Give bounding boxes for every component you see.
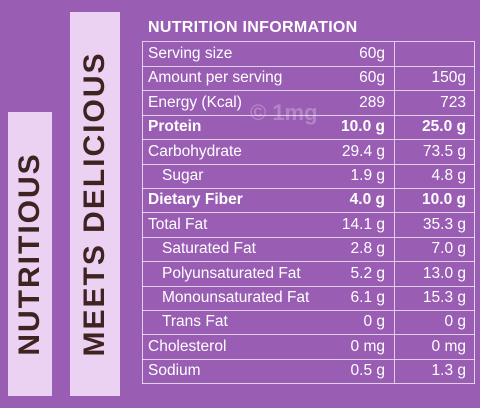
row-value: 13.0 g	[422, 264, 466, 282]
row-label: Protein	[148, 118, 202, 136]
side-band: NUTRITIOUS	[8, 112, 52, 396]
row-value: 5.2 g	[350, 264, 385, 282]
table-row: Total Fat 14.1 g 35.3 g	[142, 213, 475, 238]
table-row: Saturated Fat 2.8 g 7.0 g	[142, 237, 475, 263]
table-row: Energy (Kcal) 289 723	[142, 91, 475, 116]
side-text: NUTRITIOUS	[13, 152, 46, 356]
row-value: 25.0 g	[422, 118, 466, 136]
row-label: Energy (Kcal)	[148, 93, 242, 111]
row-value: 0 g	[363, 313, 385, 331]
table-row: Trans Fat 0 g 0 g	[142, 310, 475, 336]
table-row: Cholesterol 0 mg 0 mg	[142, 335, 475, 360]
row-value: 15.3 g	[422, 289, 466, 306]
row-label: Trans Fat	[162, 313, 228, 331]
watermark: © 1mg	[250, 100, 318, 125]
table-row: Carbohydrate 29.4 g 73.5 g	[142, 140, 475, 165]
row-label: Serving size	[148, 45, 233, 62]
table-row: Sugar 1.9 g 4.8 g	[142, 164, 475, 189]
row-value: 35.3 g	[422, 215, 466, 233]
table-row: Sodium 0.5 g 1.3 g	[142, 359, 475, 385]
row-value: 0.5 g	[350, 362, 385, 380]
row-label: Sugar	[162, 167, 204, 184]
row-label: Sodium	[148, 362, 201, 380]
row-value: 60g	[359, 45, 385, 62]
row-value: 7.0 g	[431, 240, 466, 258]
row-value: 14.1 g	[341, 215, 385, 233]
row-value: 0 g	[444, 313, 466, 331]
row-value: 1.3 g	[431, 362, 466, 380]
table-row: Monounsaturated Fat 6.1 g 15.3 g	[142, 286, 475, 311]
table-row: Polyunsaturated Fat 5.2 g 13.0 g	[142, 262, 475, 287]
row-value: 1.9 g	[350, 167, 385, 184]
row-value: 6.1 g	[350, 289, 385, 306]
table-row: Amount per serving 60g 150g	[142, 66, 475, 92]
row-label: Cholesterol	[148, 337, 227, 355]
row-value: 10.0 g	[422, 191, 466, 209]
side-text: MEETS DELICIOUS	[78, 51, 111, 357]
row-value: 73.5 g	[422, 142, 466, 160]
row-value: 29.4 g	[341, 142, 385, 160]
row-label: Polyunsaturated Fat	[162, 264, 301, 282]
table-row: Serving size 60g	[142, 42, 475, 67]
table-title: NUTRITION INFORMATION	[148, 19, 358, 36]
row-value: 2.8 g	[350, 240, 385, 258]
row-label: Dietary Fiber	[148, 191, 243, 209]
row-value: 723	[440, 93, 466, 111]
row-value: 4.8 g	[431, 167, 466, 184]
table-top-line	[142, 18, 475, 42]
row-value: 150g	[431, 69, 466, 87]
row-value: 0 mg	[350, 337, 385, 355]
row-value: 60g	[359, 69, 385, 87]
table-row: Protein 10.0 g 25.0 g	[142, 115, 475, 141]
row-value: 0 mg	[431, 337, 466, 355]
row-value: 4.0 g	[349, 191, 385, 209]
row-label: Total Fat	[148, 215, 208, 233]
row-label: Saturated Fat	[162, 240, 256, 258]
row-label: Carbohydrate	[148, 142, 242, 160]
row-value: 10.0 g	[341, 118, 385, 136]
table-row: Dietary Fiber 4.0 g 10.0 g	[142, 188, 475, 214]
row-value: 289	[359, 93, 385, 111]
side-band: MEETS DELICIOUS	[70, 12, 120, 396]
row-label: Amount per serving	[148, 69, 283, 87]
row-label: Monounsaturated Fat	[162, 289, 310, 306]
